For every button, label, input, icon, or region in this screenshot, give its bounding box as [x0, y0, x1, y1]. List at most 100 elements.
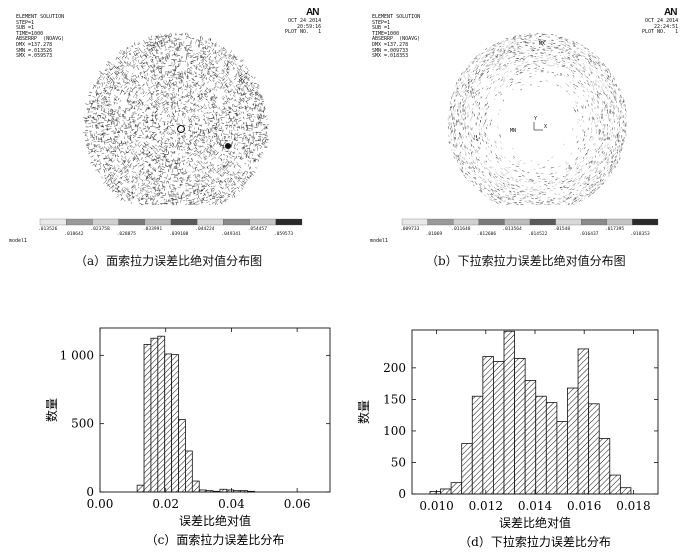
histogram-bar — [185, 450, 193, 493]
legend-swatch — [223, 218, 250, 226]
histogram-d: 0.010 0.012 0.014 0.016 0.018 0 50 100 150 200 误差比… — [356, 329, 659, 549]
legend-label: .049341 — [221, 232, 241, 237]
legend-swatch — [529, 218, 556, 226]
legend-swatch — [39, 218, 67, 226]
y-tick-label: 100 — [383, 424, 406, 438]
histogram-bar — [482, 356, 494, 495]
legend-label: .014522 — [528, 232, 548, 237]
legend-swatch — [401, 218, 428, 226]
ansys-logo: AN — [664, 7, 677, 18]
panel_a.header_left-line: ABSERRP (NOAVG) — [16, 36, 65, 43]
histogram-bar — [503, 330, 515, 495]
histogram-bar — [609, 474, 621, 495]
y-tick-label: 0 — [398, 487, 406, 501]
histogram-bar — [567, 387, 579, 495]
panel_a.header_right-line: 20:59:16 — [297, 23, 322, 30]
histogram-bar — [171, 354, 179, 493]
panel_a.header_left-line: SUB =1 — [16, 25, 35, 32]
x-tick-label: 0.018 — [616, 499, 650, 513]
y-tick-label: 500 — [71, 417, 94, 431]
y-axis-label: 数量 — [356, 400, 371, 424]
histogram-bar — [619, 487, 632, 495]
histogram-bar — [588, 403, 600, 495]
panel_b.header_left-line: STEP=1 — [372, 19, 391, 26]
panel_a.header_left-line: STEP=1 — [16, 19, 35, 26]
histogram-bar — [524, 380, 537, 495]
histogram-bar — [136, 484, 145, 493]
panel_a.header_left-line: DMX =137.278 — [16, 41, 53, 48]
panel_b.header_right-line: 22:24:51 — [654, 23, 679, 30]
panel_a.header_left-line: TIME=1000 — [16, 30, 44, 37]
panel_a.header_right-line: PLOT NO. 1 — [285, 29, 322, 36]
legend-swatch — [504, 218, 531, 226]
panel_a.header_left-line: SMN =.013526 — [16, 47, 53, 54]
histogram-bar — [143, 344, 152, 493]
legend-swatch — [249, 218, 276, 226]
legend-swatch — [555, 218, 582, 226]
histogram-bar — [157, 335, 166, 493]
histogram-bar — [440, 488, 452, 495]
panel_b.header_left-line: SMX =.018353 — [372, 53, 409, 60]
histogram-bar — [535, 395, 547, 495]
legend-label: .011648 — [451, 227, 471, 232]
legend-label: .018353 — [630, 232, 650, 237]
legend-swatch — [606, 218, 633, 226]
histogram-bar — [150, 337, 159, 493]
caption-a: （a）面索拉力误差比绝对值分布图 — [75, 254, 263, 268]
y-tick-label: 150 — [383, 392, 406, 406]
legend-label: .028875 — [116, 232, 136, 237]
histogram-bar — [545, 402, 558, 495]
histogram-bar — [514, 357, 526, 495]
legend-label: .023758 — [90, 227, 110, 232]
histogram-bar — [178, 419, 186, 493]
x-tick-label: 0.06 — [284, 497, 311, 511]
histogram-c: 0.00 0.02 0.04 0.06 0 500 1 000 误差比绝对值 数量 （c）面索拉力… — [44, 327, 331, 547]
legend-label: .017395 — [604, 227, 625, 232]
panel_b.header_left-line: SMN =.009733 — [372, 47, 409, 54]
panel-b-axis-y-label: Y — [534, 116, 538, 122]
x-tick-label: 0.014 — [518, 499, 553, 513]
legend-label: .059573 — [273, 232, 294, 237]
panel-b-axis-x-label: X — [544, 124, 548, 130]
panel-a-header-left: ELEMENT SOLUTION STEP=1 SUB =1 TIME=1000 ABS… — [16, 14, 65, 60]
y-tick-label: 0 — [86, 485, 94, 499]
panel_b.header_left-line: SUB =1 — [372, 25, 391, 32]
panel_b.header_left-line: ELEMENT SOLUTION — [372, 14, 421, 20]
x-tick-label: 0.02 — [152, 497, 179, 511]
legend-swatch — [275, 218, 303, 226]
panel-b-header-left: ELEMENT SOLUTION STEP=1 SUB =1 TIME=1000 ABS… — [372, 14, 421, 60]
figure-caption: （d）下拉索拉力误差比分布 — [459, 534, 611, 549]
legend-swatch — [170, 218, 198, 226]
histogram-bar — [461, 443, 473, 495]
x-tick-label: 0.00 — [87, 497, 114, 511]
panel-b-contour-plot: ELEMENT SOLUTION STEP=1 SUB =1 TIME=1000 ABS… — [367, 5, 692, 247]
x-axis-label: 误差比绝对值 — [499, 515, 571, 530]
panel_b.header_left-line: ABSERRP (NOAVG) — [372, 36, 421, 43]
legend-label: .033991 — [142, 227, 163, 232]
legend-swatch — [581, 218, 607, 226]
legend-swatch — [118, 218, 145, 226]
histogram-bar — [450, 482, 463, 495]
legend-label: .013564 — [502, 227, 522, 232]
legend-swatch — [427, 218, 454, 226]
panel-b-legend-bar — [401, 218, 659, 226]
legend-swatch — [66, 218, 93, 226]
panel-b-header-right: OCT 24 2014 22:24:51 PLOT NO. 1 — [642, 18, 679, 36]
legend-swatch — [453, 218, 479, 226]
panel-b-mx-label: MX — [539, 41, 546, 47]
legend-label: .009733 — [400, 227, 420, 232]
y-tick-label: 50 — [391, 455, 406, 469]
plot-frame — [99, 327, 331, 493]
legend-swatch — [632, 218, 659, 226]
legend-swatch — [478, 218, 505, 226]
panel_b.header_right-line: OCT 24 2014 — [645, 18, 679, 24]
panel-b-model-disc — [447, 33, 628, 205]
panel-a-header-right: OCT 24 2014 20:59:16 PLOT NO. 1 — [285, 18, 322, 36]
histogram-bar — [493, 361, 505, 495]
x-axis-label: 误差比绝对值 — [179, 513, 251, 528]
legend-swatch — [144, 218, 172, 226]
legend-label: .039108 — [169, 232, 189, 237]
legend-label: .01069 — [425, 232, 443, 237]
legend-swatch — [197, 218, 224, 226]
x-tick-label: 0.012 — [469, 499, 503, 513]
